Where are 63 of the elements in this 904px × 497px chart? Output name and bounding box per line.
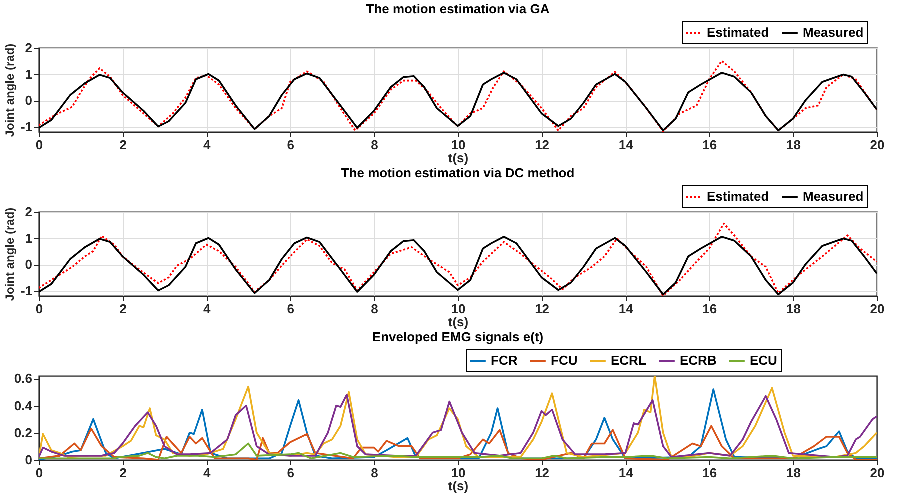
- x-axis-title: t(s): [448, 150, 469, 166]
- y-tick-label: -1: [20, 283, 32, 298]
- x-tick-label: 18: [786, 302, 801, 316]
- chart-title: The motion estimation via DC method: [341, 166, 575, 180]
- x-tick-label: 2: [120, 138, 127, 152]
- line-series: [39, 376, 877, 458]
- y-tick-label: 1: [25, 230, 32, 246]
- legend-label: Estimated: [707, 25, 770, 40]
- y-axis-title: Joint angle (rad): [2, 208, 17, 302]
- legend-label: ECRB: [680, 353, 717, 368]
- legend-label: FCU: [551, 353, 578, 368]
- chart-title: Enveloped EMG signals e(t): [372, 330, 544, 344]
- x-tick-label: 12: [535, 138, 550, 152]
- x-tick-label: 16: [702, 466, 718, 480]
- x-tick-label: 20: [870, 302, 885, 316]
- x-tick-label: 10: [451, 302, 466, 316]
- legend-label: Measured: [803, 25, 864, 40]
- x-tick-label: 12: [535, 302, 550, 316]
- x-tick-label: 6: [287, 138, 295, 152]
- x-tick-label: 18: [786, 466, 801, 480]
- x-tick-label: 6: [287, 466, 295, 480]
- x-tick-label: 16: [702, 302, 718, 316]
- y-tick-label: 0: [25, 452, 32, 468]
- x-tick-label: 8: [371, 302, 378, 316]
- x-tick-label: 20: [870, 138, 885, 152]
- x-tick-label: 14: [618, 466, 634, 480]
- x-tick-label: 8: [371, 138, 378, 152]
- y-tick-label: 0.2: [14, 425, 32, 440]
- y-axis-title: Joint angle (rad): [2, 44, 17, 138]
- y-tick-label: 0.4: [14, 398, 34, 414]
- x-axis-title: t(s): [448, 478, 469, 494]
- legend-label: Measured: [803, 189, 864, 204]
- legend-label: Estimated: [707, 189, 770, 204]
- x-tick-label: 18: [786, 138, 801, 152]
- x-tick-label: 4: [203, 466, 212, 480]
- x-tick-label: 2: [120, 466, 127, 480]
- x-tick-label: 6: [287, 302, 295, 316]
- legend-label: FCR: [491, 353, 518, 368]
- y-tick-label: 2: [25, 40, 32, 56]
- x-tick-label: 0: [36, 302, 44, 316]
- x-axis-title: t(s): [448, 314, 469, 330]
- x-tick-label: 16: [702, 138, 718, 152]
- y-tick-label: 0.6: [14, 371, 32, 386]
- legend-label: ECU: [750, 353, 778, 368]
- x-tick-label: 4: [203, 302, 212, 316]
- y-tick-label: 2: [25, 204, 32, 220]
- x-tick-label: 0: [36, 466, 44, 480]
- x-tick-label: 0: [36, 138, 44, 152]
- x-tick-label: 2: [120, 302, 127, 316]
- y-tick-label: 0: [25, 257, 32, 272]
- x-tick-label: 14: [618, 302, 634, 316]
- x-tick-label: 14: [618, 138, 634, 152]
- x-tick-label: 20: [870, 466, 885, 480]
- x-tick-label: 12: [535, 466, 550, 480]
- x-tick-label: 10: [451, 466, 466, 480]
- y-tick-label: 0: [25, 93, 32, 108]
- chart-title: The motion estimation via GA: [366, 2, 550, 16]
- y-tick-label: 1: [25, 66, 32, 82]
- x-tick-label: 8: [371, 466, 378, 480]
- x-tick-label: 10: [451, 138, 466, 152]
- x-tick-label: 4: [203, 138, 212, 152]
- y-tick-label: -1: [20, 119, 32, 134]
- legend-label: ECRL: [611, 353, 646, 368]
